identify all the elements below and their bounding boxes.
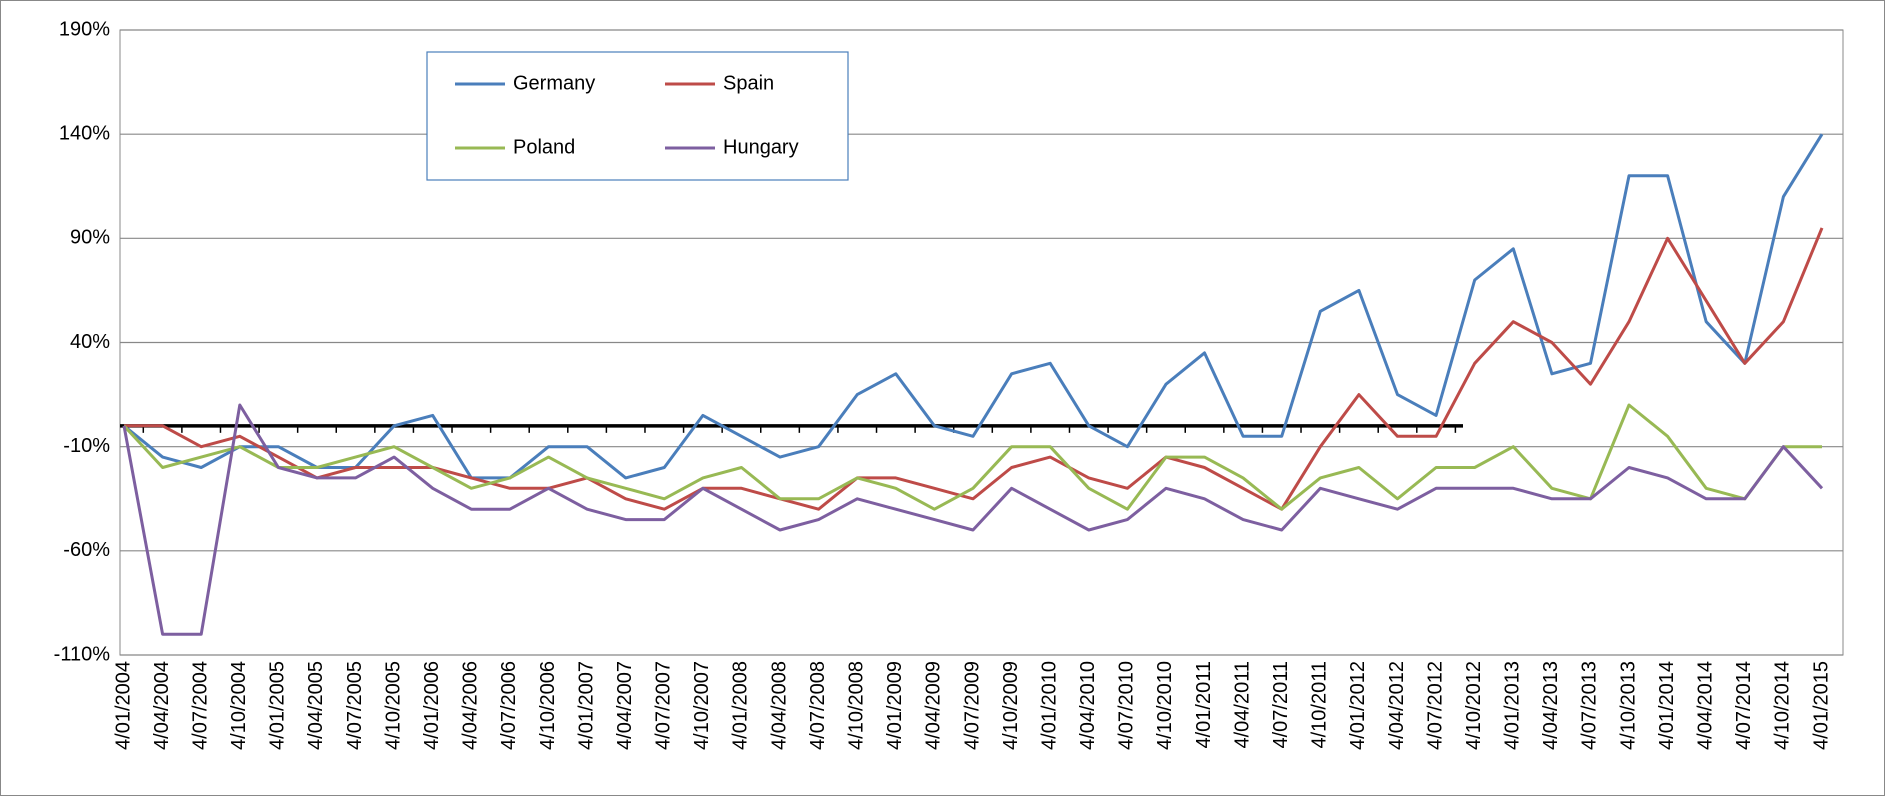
x-tick-label: 4/01/2011 [1193, 661, 1215, 749]
x-tick-label: 4/10/2010 [1154, 661, 1176, 750]
y-tick-label: -110% [54, 643, 111, 665]
x-tick-label: 4/07/2009 [961, 661, 983, 750]
y-tick-label: -60% [63, 539, 110, 561]
x-tick-label: 4/01/2010 [1038, 661, 1060, 750]
x-tick-label: 4/04/2010 [1077, 661, 1099, 750]
x-tick-label: 4/01/2015 [1810, 661, 1832, 750]
x-tick-label: 4/07/2014 [1733, 661, 1755, 750]
x-tick-label: 4/01/2012 [1347, 661, 1369, 750]
x-tick-label: 4/07/2008 [807, 661, 829, 750]
x-tick-label: 4/04/2013 [1540, 661, 1562, 750]
x-tick-label: 4/04/2008 [768, 661, 790, 750]
x-tick-label: 4/04/2004 [151, 661, 173, 750]
legend-label: Spain [723, 72, 774, 94]
x-tick-label: 4/01/2004 [112, 661, 134, 750]
x-tick-label: 4/01/2009 [884, 661, 906, 750]
x-tick-label: 4/01/2008 [730, 661, 752, 750]
x-tick-label: 4/07/2004 [189, 661, 211, 750]
x-tick-label: 4/04/2005 [305, 661, 327, 750]
x-tick-label: 4/10/2007 [691, 661, 713, 750]
series-line [123, 133, 1824, 480]
x-tick-label: 4/01/2014 [1656, 661, 1678, 750]
x-tick-label: 4/07/2012 [1424, 661, 1446, 750]
legend-label: Hungary [723, 136, 799, 158]
series-line [122, 403, 1822, 511]
legend-label: Germany [513, 72, 595, 94]
x-tick-label: 4/04/2006 [460, 661, 482, 750]
x-tick-label: 4/04/2007 [614, 661, 636, 750]
x-tick-label: 4/10/2011 [1309, 661, 1331, 749]
x-tick-label: 4/01/2013 [1502, 661, 1524, 750]
x-tick-label: 4/10/2013 [1617, 661, 1639, 750]
x-tick-label: 4/07/2011 [1270, 661, 1292, 749]
x-tick-label: 4/07/2010 [1116, 661, 1138, 750]
y-tick-label: 40% [70, 331, 110, 353]
x-tick-label: 4/01/2006 [421, 661, 443, 750]
x-tick-label: 4/10/2005 [382, 661, 404, 750]
x-tick-label: 4/04/2012 [1386, 661, 1408, 750]
x-tick-label: 4/10/2004 [228, 661, 250, 750]
x-tick-label: 4/10/2008 [846, 661, 868, 750]
y-tick-label: 140% [59, 122, 110, 144]
y-tick-label: -10% [63, 435, 110, 457]
x-tick-label: 4/07/2005 [344, 661, 366, 750]
x-tick-label: 4/07/2013 [1579, 661, 1601, 750]
x-tick-label: 4/10/2006 [537, 661, 559, 750]
series-line [122, 403, 1824, 636]
x-tick-label: 4/07/2007 [653, 661, 675, 750]
x-tick-label: 4/04/2014 [1695, 661, 1717, 750]
x-tick-label: 4/04/2009 [923, 661, 945, 750]
x-tick-label: 4/04/2011 [1231, 661, 1253, 749]
x-tick-label: 4/01/2005 [267, 661, 289, 750]
x-tick-label: 4/10/2009 [1000, 661, 1022, 750]
legend-box [426, 51, 849, 181]
y-tick-label: 90% [70, 227, 110, 249]
x-tick-label: 4/07/2006 [498, 661, 520, 750]
x-tick-label: 4/10/2014 [1772, 661, 1794, 750]
legend-label: Poland [513, 136, 575, 158]
y-tick-label: 190% [59, 18, 110, 40]
x-tick-label: 4/10/2012 [1463, 661, 1485, 750]
x-tick-label: 4/01/2007 [575, 661, 597, 750]
